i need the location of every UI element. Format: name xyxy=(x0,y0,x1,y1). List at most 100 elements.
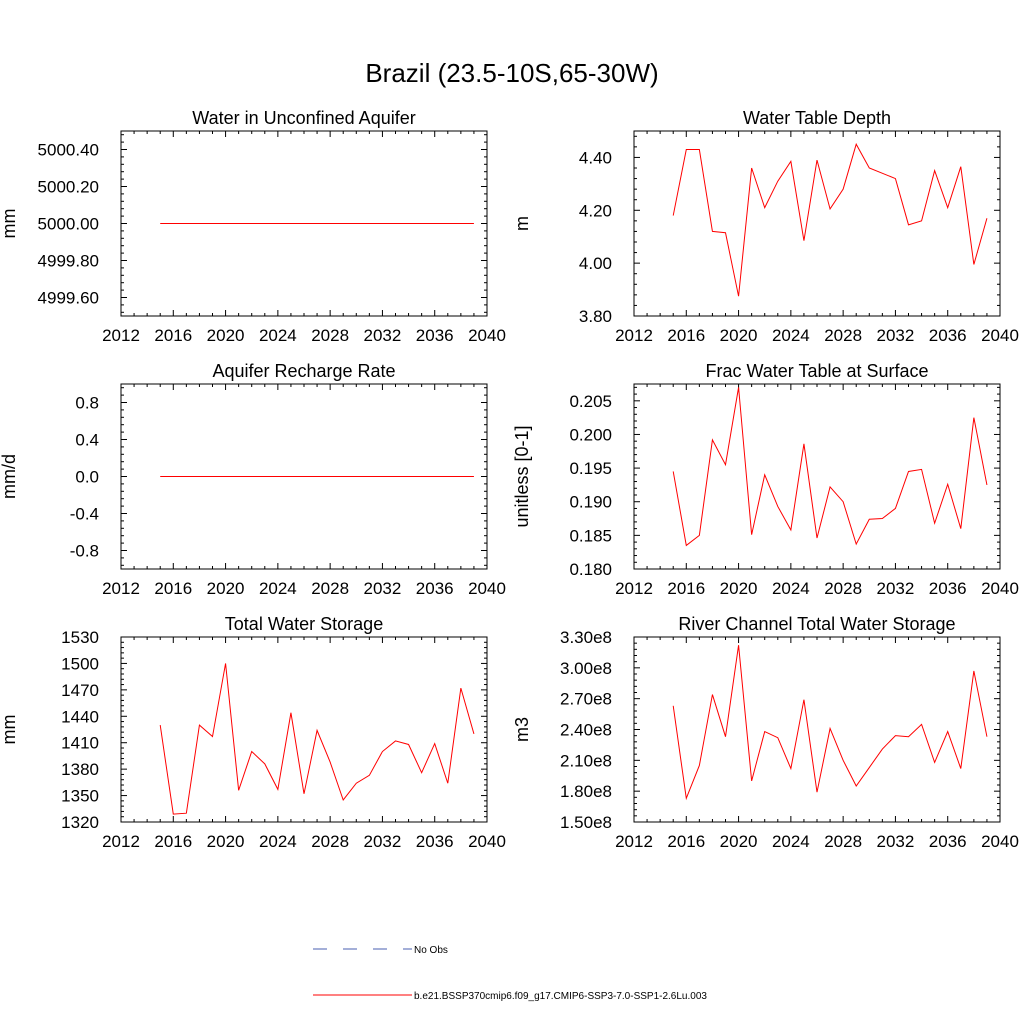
data-point xyxy=(212,476,213,477)
data-point xyxy=(973,417,974,418)
data-point xyxy=(225,663,226,664)
data-point xyxy=(251,751,252,752)
y-tick-label: 4.40 xyxy=(579,148,612,167)
chart-title: Frac Water Table at Surface xyxy=(705,361,928,381)
y-tick-label: 2.10e8 xyxy=(560,751,612,770)
x-tick-label: 2016 xyxy=(154,326,192,345)
data-point xyxy=(316,476,317,477)
data-point xyxy=(277,476,278,477)
y-tick-label: 4.00 xyxy=(579,254,612,273)
y-axis-label: mm/d xyxy=(0,454,19,499)
chart-title: Total Water Storage xyxy=(225,614,383,634)
data-point xyxy=(843,189,844,190)
data-point xyxy=(843,501,844,502)
x-tick-label: 2012 xyxy=(102,579,140,598)
data-point xyxy=(395,476,396,477)
x-tick-label: 2040 xyxy=(468,326,506,345)
data-point xyxy=(816,159,817,160)
data-point xyxy=(777,181,778,182)
data-point xyxy=(803,443,804,444)
x-tick-label: 2020 xyxy=(207,832,245,851)
y-tick-label: 1320 xyxy=(61,813,99,832)
data-point xyxy=(447,223,448,224)
data-point xyxy=(725,232,726,233)
x-tick-label: 2032 xyxy=(877,579,915,598)
data-point xyxy=(303,476,304,477)
data-point xyxy=(895,508,896,509)
data-point xyxy=(290,476,291,477)
x-tick-label: 2024 xyxy=(772,579,810,598)
y-tick-label: 4.20 xyxy=(579,201,612,220)
data-point xyxy=(843,760,844,761)
data-point xyxy=(343,223,344,224)
x-tick-label: 2032 xyxy=(364,832,402,851)
y-tick-label: 4999.60 xyxy=(38,289,99,308)
data-point xyxy=(343,799,344,800)
data-point xyxy=(869,767,870,768)
data-point xyxy=(699,765,700,766)
chart-title: Aquifer Recharge Rate xyxy=(212,361,395,381)
x-tick-label: 2028 xyxy=(311,579,349,598)
data-point xyxy=(434,476,435,477)
data-point xyxy=(790,529,791,530)
x-tick-label: 2016 xyxy=(154,832,192,851)
data-point xyxy=(986,484,987,485)
y-tick-label: 0.8 xyxy=(75,394,99,413)
data-point xyxy=(829,208,830,209)
data-point xyxy=(264,763,265,764)
data-point xyxy=(225,476,226,477)
data-point xyxy=(764,207,765,208)
data-point xyxy=(934,170,935,171)
data-point xyxy=(751,167,752,168)
data-point xyxy=(686,798,687,799)
data-point xyxy=(473,476,474,477)
data-point xyxy=(725,464,726,465)
data-point xyxy=(934,523,935,524)
x-tick-label: 2036 xyxy=(929,579,967,598)
data-point xyxy=(712,694,713,695)
data-point xyxy=(199,223,200,224)
data-point xyxy=(330,476,331,477)
series-line xyxy=(672,387,988,547)
data-point xyxy=(238,790,239,791)
data-point xyxy=(803,240,804,241)
y-tick-label: 0.180 xyxy=(569,560,612,579)
y-tick-label: 0.185 xyxy=(569,526,612,545)
y-axis-label: m xyxy=(512,216,532,231)
data-point xyxy=(738,387,739,388)
data-point xyxy=(908,736,909,737)
data-point xyxy=(173,813,174,814)
y-tick-label: 5000.20 xyxy=(38,178,99,197)
x-tick-label: 2020 xyxy=(207,579,245,598)
x-tick-label: 2040 xyxy=(468,832,506,851)
y-axis-label: mm xyxy=(0,715,19,745)
data-point xyxy=(330,223,331,224)
x-tick-label: 2024 xyxy=(772,832,810,851)
data-point xyxy=(160,476,161,477)
y-axis-label: mm xyxy=(0,209,19,239)
data-point xyxy=(856,144,857,145)
y-tick-label: 4999.80 xyxy=(38,252,99,271)
data-point xyxy=(725,736,726,737)
x-tick-label: 2016 xyxy=(667,832,705,851)
data-point xyxy=(277,223,278,224)
data-point xyxy=(160,223,161,224)
x-tick-label: 2024 xyxy=(259,579,297,598)
y-axis-label: unitless [0-1] xyxy=(512,425,532,527)
plot-frame xyxy=(633,636,1001,823)
data-point xyxy=(973,264,974,265)
data-point xyxy=(921,724,922,725)
data-point xyxy=(408,476,409,477)
y-tick-label: -0.8 xyxy=(70,542,99,561)
x-tick-label: 2032 xyxy=(364,326,402,345)
x-tick-label: 2020 xyxy=(720,326,758,345)
x-tick-label: 2028 xyxy=(824,326,862,345)
y-tick-label: 3.30e8 xyxy=(560,628,612,647)
y-tick-label: 0.200 xyxy=(569,425,612,444)
data-point xyxy=(290,223,291,224)
data-point xyxy=(264,223,265,224)
y-tick-label: 1380 xyxy=(61,760,99,779)
data-point xyxy=(421,223,422,224)
data-point xyxy=(686,149,687,150)
x-tick-label: 2036 xyxy=(929,832,967,851)
